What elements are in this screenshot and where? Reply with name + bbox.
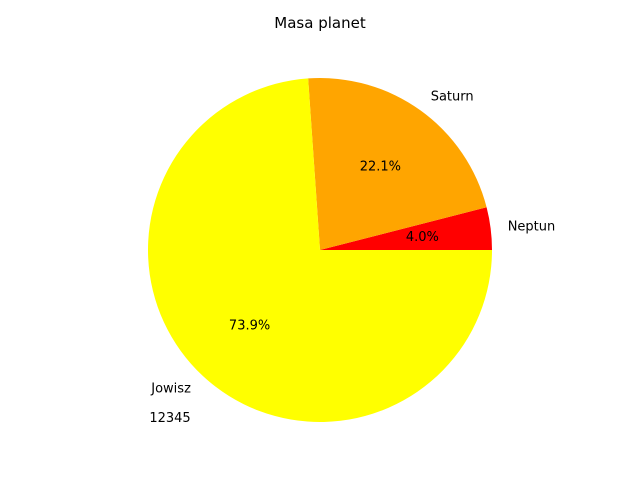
annotation-text: 12345: [149, 411, 190, 426]
chart-title: Masa planet: [274, 14, 366, 32]
slice-pct-jowisz: 73.9%: [229, 318, 270, 333]
slice-pct-neptun: 4.0%: [406, 230, 439, 245]
slice-label-jowisz: Jowisz: [150, 381, 191, 396]
pie-slice-saturn: [308, 77, 487, 250]
pie-slice-jowisz: [148, 78, 492, 423]
pie-slices: [148, 77, 492, 423]
pie-slice-neptun: [320, 207, 492, 250]
slice-label-saturn: Saturn: [431, 90, 474, 105]
slice-label-neptun: Neptun: [508, 219, 556, 234]
slice-pct-saturn: 22.1%: [360, 159, 401, 174]
pie-labels: Neptun 4.0% Saturn 22.1% Jowisz 73.9%: [150, 90, 555, 397]
